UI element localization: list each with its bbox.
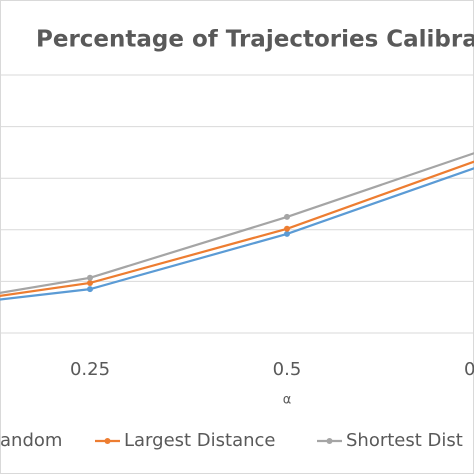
legend-marker (326, 438, 333, 444)
data-point (87, 286, 93, 293)
data-point (87, 279, 93, 286)
x-tick-label: 0.5 (273, 359, 302, 380)
series-line (0, 167, 474, 301)
x-tick-label: 0.75 (464, 359, 474, 380)
data-point (284, 213, 290, 220)
legend-label: andom (0, 430, 62, 451)
x-axis-label: α (283, 393, 292, 408)
legend-label: Largest Distance (124, 430, 276, 451)
series-line (0, 160, 474, 298)
x-tick-label: 0.25 (70, 359, 110, 380)
data-point (284, 225, 290, 232)
legend-marker (104, 438, 111, 444)
legend-label: Shortest Dist (346, 430, 463, 451)
data-point (87, 274, 93, 281)
chart-title: Percentage of Trajectories Calibra (36, 27, 474, 53)
series-line (0, 152, 474, 294)
data-point (284, 230, 290, 237)
